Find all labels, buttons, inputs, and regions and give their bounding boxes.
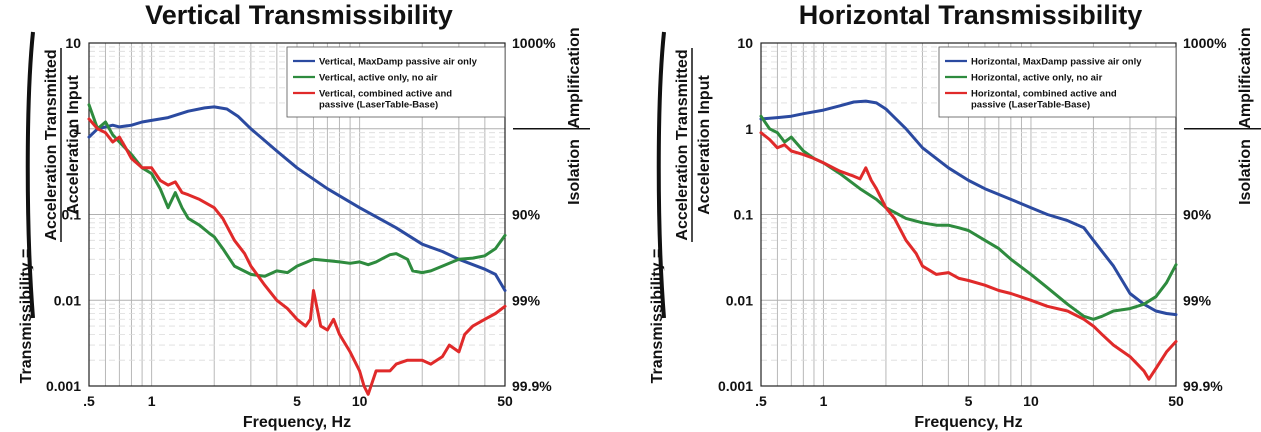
series-line-1	[87, 105, 507, 292]
y-axis-denominator: Acceleration Input	[696, 75, 713, 215]
legend-label-3: Horizontal, combined active and passive (…	[971, 89, 1117, 111]
right-tick-label: 99%	[512, 292, 541, 308]
parenthesis-group	[656, 31, 671, 319]
x-tick-label: .5	[755, 393, 767, 409]
chart-svg: Vertical Transmissibility .5 1 5 10 50 0.001 0.…	[18, 0, 590, 431]
y-tick-label: 0.001	[46, 378, 81, 394]
y-tick-label: 0.01	[726, 292, 753, 308]
plot-frame	[760, 42, 1177, 387]
x-tick-label: 50	[497, 393, 513, 409]
y-axis-denominator: Acceleration Input	[65, 75, 82, 215]
right-tick-label: 1000%	[1183, 35, 1227, 51]
series-line-1	[759, 99, 1178, 317]
right-tick-label: 99.9%	[512, 378, 552, 394]
series-line-3	[87, 117, 507, 396]
chart-title: Vertical Transmissibility	[145, 0, 453, 30]
series-line-2	[87, 103, 507, 278]
amplification-label: Amplification	[1237, 27, 1254, 128]
isolation-label: Isolation	[1237, 139, 1254, 205]
legend: Horizontal, MaxDamp passive air only Hori…	[938, 46, 1177, 118]
y-axis-numerator: Acceleration Transmitted	[43, 49, 60, 240]
legend-label-1: Horizontal, MaxDamp passive air only	[971, 57, 1142, 68]
legend-box	[286, 46, 506, 118]
y-tick-label: 0.01	[54, 292, 81, 308]
right-tick-label: 99%	[1183, 292, 1212, 308]
right-tick-label: 1000%	[512, 35, 556, 51]
x-tick-label: 1	[148, 393, 156, 409]
chart-title: Horizontal Transmissibility	[799, 0, 1143, 30]
x-axis-label: Frequency, Hz	[243, 414, 351, 431]
legend-label-2: Vertical, active only, no air	[319, 73, 438, 84]
legend-label-3-line2: passive (LaserTable-Base)	[319, 100, 438, 111]
isolation-label: Isolation	[566, 139, 583, 205]
chart-svg: Horizontal Transmissibility .5 1 5 10 50 0.001…	[649, 0, 1261, 431]
horizontal-transmissibility-chart: Horizontal Transmissibility .5 1 5 10 50 0.001…	[631, 0, 1261, 432]
x-tick-label: 50	[1168, 393, 1184, 409]
legend-label-3-line2: passive (LaserTable-Base)	[971, 100, 1090, 111]
legend: Vertical, MaxDamp passive air only Vertic…	[286, 46, 506, 118]
x-tick-label: 5	[293, 393, 301, 409]
legend-label-2: Horizontal, active only, no air	[971, 73, 1103, 84]
legend-label-3-line1: Horizontal, combined active and	[971, 89, 1117, 100]
plot-frame	[88, 42, 506, 387]
y-axis-label: Transmissibility =Acceleration Transmitt…	[649, 48, 713, 383]
y-tick-label: 0.1	[734, 207, 754, 223]
left-parenthesis	[656, 31, 666, 319]
parenthesis-thin	[31, 31, 40, 319]
y-tick-label: 0.001	[718, 378, 753, 394]
right-tick-label: 99.9%	[1183, 378, 1223, 394]
right-tick-label: 90%	[512, 207, 541, 223]
amplification-label: Amplification	[566, 27, 583, 128]
left-parenthesis	[25, 31, 35, 319]
series-line-2	[759, 114, 1178, 321]
x-tick-label: 10	[1023, 393, 1039, 409]
x-tick-label: .5	[83, 393, 95, 409]
x-axis-label: Frequency, Hz	[914, 414, 1022, 431]
y-tick-label: 1	[73, 121, 81, 137]
side-labels: Amplification Isolation	[1184, 27, 1261, 205]
legend-box	[938, 46, 1177, 118]
legend-label-1: Vertical, MaxDamp passive air only	[319, 57, 478, 68]
parenthesis-thin	[662, 31, 671, 319]
parenthesis-group	[25, 31, 40, 319]
side-labels: Amplification Isolation	[513, 27, 590, 205]
x-tick-label: 1	[820, 393, 828, 409]
series-line-3	[759, 131, 1178, 381]
y-axis-numerator: Acceleration Transmitted	[674, 49, 691, 240]
y-tick-label: 0.1	[62, 207, 82, 223]
x-tick-label: 10	[352, 393, 368, 409]
y-axis-label: Transmissibility =Acceleration Transmitt…	[18, 48, 82, 383]
y-tick-label: 10	[65, 35, 81, 51]
vertical-transmissibility-chart: Vertical Transmissibility .5 1 5 10 50 0.001 0.…	[0, 0, 630, 432]
y-tick-label: 10	[737, 35, 753, 51]
x-tick-label: 5	[965, 393, 973, 409]
legend-label-3: Vertical, combined active and passive (La…	[319, 89, 452, 111]
right-tick-label: 90%	[1183, 207, 1212, 223]
y-tick-label: 1	[745, 121, 753, 137]
legend-label-3-line1: Vertical, combined active and	[319, 89, 452, 100]
